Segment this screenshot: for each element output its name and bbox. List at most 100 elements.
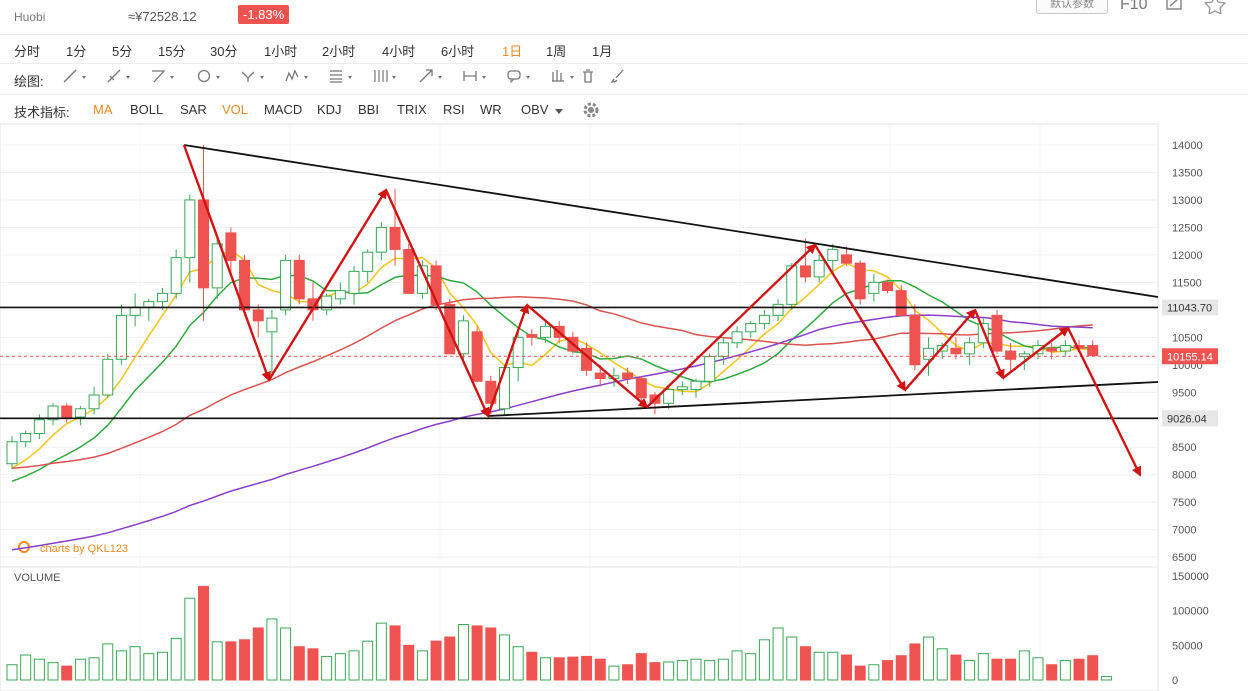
indicator-obv[interactable]: OBV	[521, 102, 549, 117]
timeframe-2[interactable]: 5分	[112, 44, 133, 59]
timeframe-5[interactable]: 1小时	[264, 44, 298, 59]
watermark: charts by QKL123	[40, 543, 128, 555]
timeframe-4[interactable]: 30分	[210, 44, 238, 59]
volume-bar	[280, 627, 292, 681]
ray-tool-icon[interactable]	[106, 68, 134, 88]
timeframe-9[interactable]: 1日	[502, 44, 523, 59]
polyline-tool-icon[interactable]	[150, 68, 178, 88]
volume-bar	[909, 643, 921, 681]
candle-body	[991, 314, 1003, 352]
timeframe-8[interactable]: 6小时	[441, 44, 475, 59]
comment-tool-icon[interactable]	[506, 68, 534, 88]
indicator-rsi[interactable]: RSI	[443, 102, 465, 117]
volume-bar	[964, 660, 976, 681]
indicator-trix[interactable]: TRIX	[397, 102, 427, 117]
timeframe-11[interactable]: 1月	[592, 44, 613, 59]
arrow-tool-icon[interactable]	[418, 68, 446, 88]
indicator-ma[interactable]: MA	[93, 102, 113, 117]
indicator-more-icon[interactable]	[554, 103, 564, 121]
candle-body	[430, 265, 442, 305]
candle-body	[321, 295, 333, 311]
drawing-toolbar: 绘图:	[0, 63, 1248, 92]
wave-arrow	[182, 144, 271, 382]
fib-tool-icon[interactable]	[328, 68, 356, 88]
timeframe-3[interactable]: 15分	[158, 44, 186, 59]
volume-bar	[950, 654, 962, 681]
timeframe-0[interactable]: 分时	[14, 44, 41, 59]
volume-bar	[854, 665, 866, 681]
f10-button[interactable]: F10	[1120, 0, 1148, 13]
volume-bar	[115, 650, 127, 681]
candle-body	[252, 309, 264, 322]
star-icon[interactable]	[1203, 0, 1227, 16]
volume-bar	[553, 657, 565, 681]
candle-body	[635, 378, 647, 399]
price-tick-label: 7000	[1172, 525, 1196, 537]
wave-arrow	[1066, 327, 1142, 477]
cross-tool-icon[interactable]	[240, 68, 268, 88]
candle-body	[115, 314, 127, 360]
wave-arrow	[646, 243, 817, 408]
price-tick-label: 12000	[1172, 250, 1203, 262]
candle-body	[895, 290, 907, 316]
indicator-sar[interactable]: SAR	[180, 102, 207, 117]
volume-bar	[389, 625, 401, 681]
timeframe-6[interactable]: 2小时	[322, 44, 356, 59]
candle-body	[198, 199, 210, 289]
timeframe-10[interactable]: 1周	[546, 44, 567, 59]
volume-bar	[717, 658, 729, 681]
pattern-tool-icon[interactable]	[284, 68, 312, 88]
volume-bar	[1100, 676, 1112, 681]
price-tick-label: 11500	[1172, 277, 1202, 289]
candle-body	[33, 419, 45, 434]
measure-tool-icon[interactable]	[462, 68, 490, 88]
bars-tool-icon[interactable]	[550, 68, 578, 88]
volume-bar	[430, 640, 442, 681]
indicator-kdj[interactable]: KDJ	[317, 102, 342, 117]
candle-body	[1018, 353, 1030, 358]
volume-bar	[690, 658, 702, 681]
trash-icon[interactable]	[580, 68, 608, 88]
candle-body	[704, 356, 716, 382]
volume-bar	[1005, 658, 1017, 681]
volume-bar	[827, 651, 839, 681]
brush-icon[interactable]	[610, 68, 638, 88]
candle-body	[1005, 350, 1017, 360]
candle-body	[909, 314, 921, 366]
price-tag-lower: 9026.04	[1167, 413, 1207, 425]
volume-bar	[540, 657, 552, 681]
candle-body	[717, 342, 729, 358]
price-tick-label: 9500	[1172, 387, 1196, 399]
candle-body	[840, 254, 852, 264]
line-tool-icon[interactable]	[62, 68, 90, 88]
candle-body	[923, 347, 935, 360]
candle-body	[854, 262, 866, 300]
volume-bar	[813, 651, 825, 681]
timeframe-1[interactable]: 1分	[66, 44, 87, 59]
volume-title: VOLUME	[14, 572, 60, 584]
indicator-bar: 技术指标: MA BOLL SAR VOL MACD KDJ BBI TRIX RSI WR OBV	[0, 94, 1248, 123]
default-params-button[interactable]: 默认参数	[1036, 0, 1108, 14]
indicator-boll[interactable]: BOLL	[130, 102, 164, 117]
candle-body	[266, 317, 278, 333]
price-tick-label: 8000	[1172, 470, 1196, 482]
volume-bar	[799, 646, 811, 681]
resistance-trend-line	[183, 144, 1159, 298]
volume-bar	[61, 665, 73, 681]
indicator-wr[interactable]: WR	[480, 102, 502, 117]
indicator-vol[interactable]: VOL	[222, 102, 249, 117]
volume-bar	[1087, 655, 1099, 681]
timeframe-7[interactable]: 4小时	[382, 44, 416, 59]
parallel-tool-icon[interactable]	[372, 68, 400, 88]
volume-bar	[129, 646, 141, 681]
circle-tool-icon[interactable]	[196, 68, 224, 88]
volume-tick-label: 0	[1172, 675, 1178, 687]
settings-gear-icon[interactable]	[582, 101, 600, 124]
candle-body	[362, 251, 374, 272]
fullscreen-icon[interactable]	[1164, 0, 1184, 14]
indicator-bbi[interactable]: BBI	[358, 102, 379, 117]
volume-bar	[403, 644, 415, 681]
indicator-macd[interactable]: MACD	[264, 102, 303, 117]
volume-bar	[362, 640, 374, 681]
